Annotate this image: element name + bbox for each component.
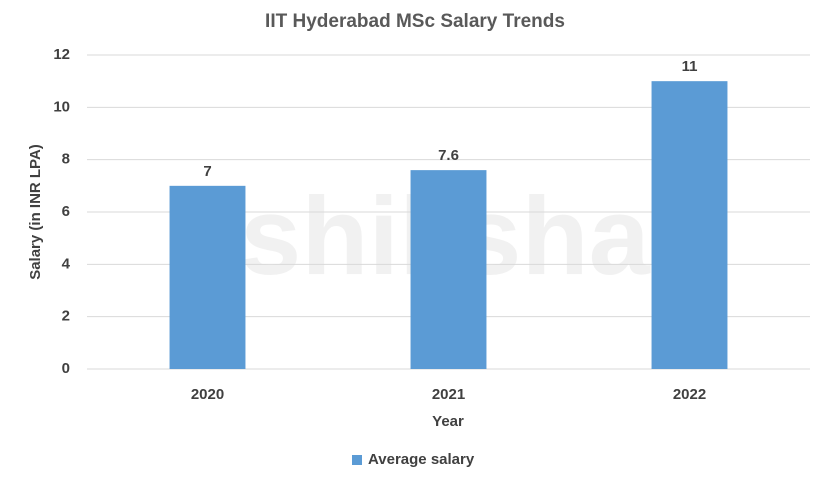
- data-label: 7.6: [438, 147, 459, 164]
- y-tick-label: 10: [53, 98, 70, 115]
- x-tick-label: 2020: [191, 386, 224, 403]
- x-tick-label: 2021: [432, 386, 465, 403]
- data-label: 7: [203, 163, 211, 180]
- bar: [651, 81, 728, 370]
- data-label: 11: [682, 58, 698, 75]
- bar: [169, 185, 246, 369]
- chart-title: IIT Hyderabad MSc Salary Trends: [265, 11, 565, 32]
- bar: [410, 170, 487, 369]
- y-tick-label: 4: [62, 255, 71, 272]
- y-tick-label: 12: [53, 46, 70, 63]
- y-tick-label: 2: [62, 308, 70, 325]
- x-axis-label: Year: [432, 413, 464, 430]
- y-tick-label: 0: [62, 360, 70, 377]
- legend-swatch: [352, 455, 362, 465]
- y-tick-label: 6: [62, 203, 70, 220]
- legend-label: Average salary: [368, 451, 475, 468]
- x-tick-label: 2022: [673, 386, 706, 403]
- y-axis-label: Salary (in INR LPA): [27, 144, 44, 280]
- y-tick-label: 8: [62, 151, 70, 168]
